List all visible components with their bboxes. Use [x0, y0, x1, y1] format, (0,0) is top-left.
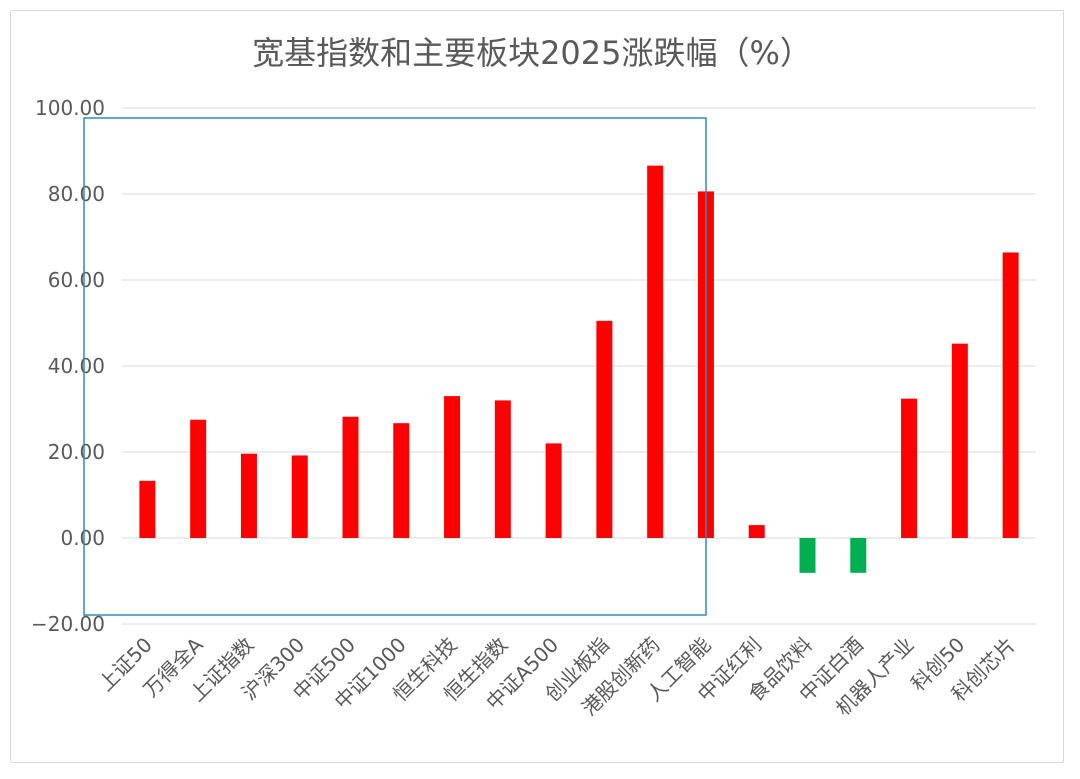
y-tick-label: 40.00	[48, 354, 105, 378]
y-tick-label: 0.00	[60, 526, 105, 550]
y-tick-label: 80.00	[48, 182, 105, 206]
y-axis-ticks: 100.00 80.00 60.00 40.00 20.00 0.00 −20.00	[31, 96, 105, 636]
bar-7	[494, 400, 511, 538]
y-tick-label: 100.00	[35, 96, 105, 120]
bar-17	[1002, 252, 1019, 539]
bar-15	[901, 398, 918, 538]
bar-16	[951, 343, 968, 538]
bar-0	[139, 480, 156, 538]
y-tick-label: −20.00	[31, 612, 105, 636]
bar-5	[393, 423, 410, 538]
chart-title: 宽基指数和主要板块2025涨跌幅（%）	[252, 34, 812, 72]
gridlines	[122, 107, 1036, 625]
x-axis-labels: 上证50万得全A上证指数沪深300中证500中证1000恒生科技恒生指数中证A5…	[94, 632, 1020, 720]
bar-13	[799, 538, 816, 573]
bar-12	[748, 525, 765, 538]
bar-6	[444, 396, 461, 538]
bar-9	[596, 320, 613, 538]
bar-10	[647, 165, 664, 538]
bar-2	[240, 453, 257, 538]
highlight-box	[83, 117, 707, 616]
bar-8	[545, 443, 562, 538]
y-tick-label: 20.00	[48, 440, 105, 464]
bars	[139, 165, 1019, 573]
chart-frame	[10, 10, 1064, 763]
y-tick-label: 60.00	[48, 268, 105, 292]
bar-1	[190, 419, 207, 538]
bar-14	[850, 538, 867, 573]
bar-3	[291, 455, 308, 538]
bar-4	[342, 416, 359, 538]
